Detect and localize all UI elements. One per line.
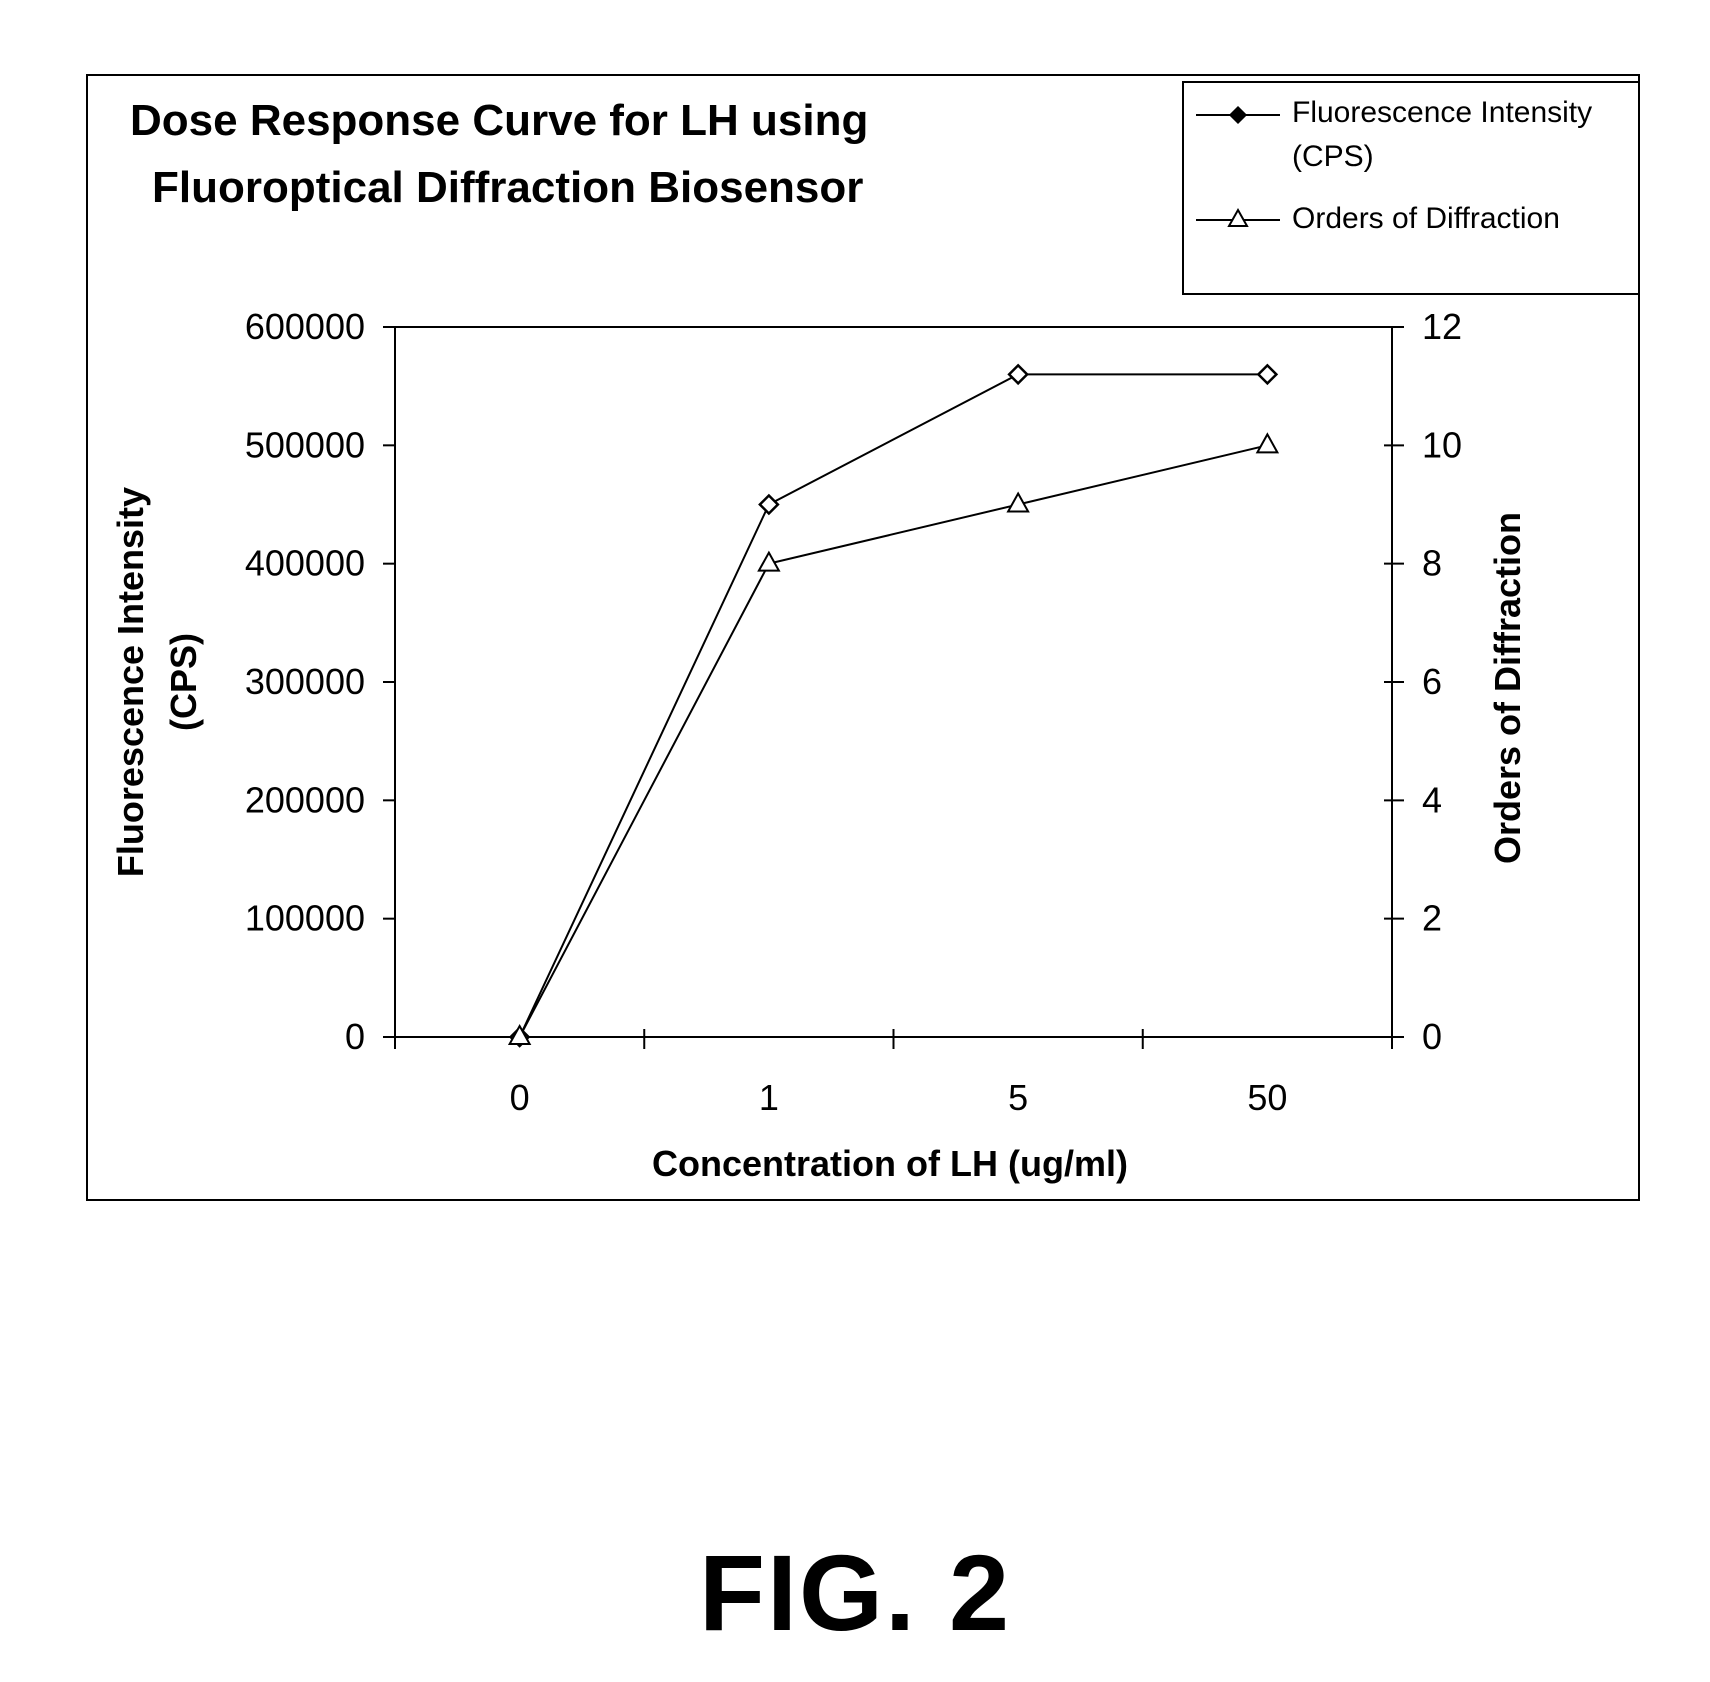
y2-tick-label: 2: [1422, 898, 1442, 939]
y2-axis-label: Orders of Diffraction: [1487, 512, 1528, 864]
data-point-triangle: [1257, 434, 1277, 452]
y-axis-label-line-2: (CPS): [163, 633, 204, 731]
y-tick-label: 300000: [245, 661, 365, 702]
y-tick-label: 200000: [245, 779, 365, 820]
x-tick-label: 50: [1247, 1077, 1287, 1118]
series-line-diffraction: [520, 445, 1268, 1037]
y2-tick-label: 10: [1422, 424, 1462, 465]
plot-area: [395, 327, 1392, 1037]
legend-label-diffraction: Orders of Diffraction: [1292, 202, 1560, 235]
x-tick-label: 1: [759, 1077, 779, 1118]
data-point-diamond: [1009, 365, 1027, 383]
y2-tick-label: 4: [1422, 779, 1442, 820]
y-tick-label: 100000: [245, 898, 365, 939]
y-axis-label-line-1: Fluorescence Intensity: [110, 487, 151, 877]
data-point-diamond: [760, 496, 778, 514]
y-tick-label: 500000: [245, 424, 365, 465]
left-axis: 0 100000 200000 300000 400000 500000 600000: [245, 306, 395, 1057]
y-tick-label: 600000: [245, 306, 365, 347]
figure-caption: FIG. 2: [0, 1530, 1710, 1655]
x-tick-label: 5: [1008, 1077, 1028, 1118]
series-line-fluorescence: [520, 374, 1268, 1037]
x-tick-label: 0: [510, 1077, 530, 1118]
x-axis-label: Concentration of LH (ug/ml): [652, 1143, 1128, 1184]
chart-title-line-1: Dose Response Curve for LH using: [130, 96, 868, 145]
data-point-diamond: [1258, 365, 1276, 383]
legend: Fluorescence Intensity (CPS) Orders of D…: [1183, 82, 1639, 294]
series-layer: [510, 365, 1278, 1046]
y2-tick-label: 12: [1422, 306, 1462, 347]
right-axis: 0 2 4 6 8 10 12: [1384, 306, 1462, 1057]
y2-tick-label: 8: [1422, 543, 1442, 584]
y-tick-label: 400000: [245, 543, 365, 584]
y2-tick-label: 0: [1422, 1016, 1442, 1057]
y2-tick-label: 6: [1422, 661, 1442, 702]
legend-label-fluorescence-1: Fluorescence Intensity: [1292, 96, 1592, 129]
y-tick-label: 0: [345, 1016, 365, 1057]
x-axis: 0 1 5 50: [395, 1029, 1392, 1118]
chart-title-line-2: Fluoroptical Diffraction Biosensor: [152, 163, 863, 212]
legend-label-fluorescence-2: (CPS): [1292, 140, 1374, 173]
